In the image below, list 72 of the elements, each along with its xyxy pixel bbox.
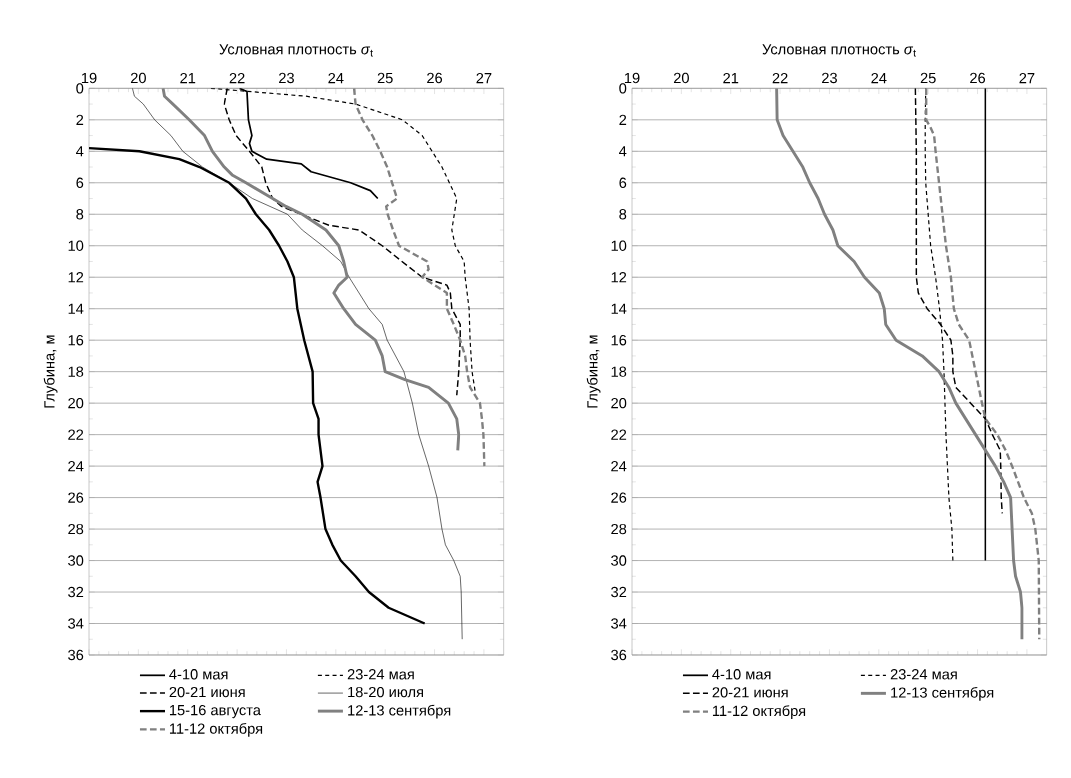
y-tick-label: 8 [76, 209, 84, 220]
x-tick-label: 25 [920, 72, 936, 84]
y-tick-label: 16 [68, 335, 84, 346]
y-tick-label: 26 [611, 492, 627, 503]
y-tick-label: 36 [611, 649, 627, 661]
legend-label: 4-10 мая [712, 669, 771, 680]
x-tick-label: 19 [624, 72, 640, 84]
y-tick-label: 24 [68, 461, 84, 472]
legend-label: 23-24 мая [890, 669, 957, 680]
x-tick-label: 24 [328, 72, 344, 84]
y-tick-label: 10 [611, 240, 627, 251]
y-tick-label: 4 [76, 146, 84, 157]
y-tick-label: 18 [68, 366, 84, 377]
legend-label: 12-13 сентября [348, 704, 451, 719]
y-tick-label: 22 [611, 429, 627, 440]
legend-label: 20-21 июня [169, 686, 245, 698]
y-tick-label: 6 [76, 177, 84, 188]
legend-label: 4-10 мая [169, 669, 228, 680]
y-tick-label: 24 [611, 461, 627, 472]
y-axis-title: Глубина, м [43, 335, 58, 408]
y-tick-label: 32 [611, 586, 627, 598]
y-tick-label: 28 [611, 523, 627, 535]
x-tick-label: 26 [427, 72, 443, 84]
y-tick-label: 32 [68, 586, 84, 598]
x-tick-label: 21 [180, 72, 196, 84]
legend-label: 11-12 октября [169, 722, 263, 737]
y-tick-label: 10 [68, 240, 84, 251]
y-tick-label: 14 [68, 303, 84, 314]
x-tick-label: 23 [279, 72, 294, 84]
x-tick-label: 27 [1019, 72, 1035, 84]
legend-label: 23-24 мая [347, 669, 414, 680]
y-axis-title: Глубина, м [586, 335, 601, 408]
x-tick-label: 22 [772, 72, 788, 84]
y-tick-label: 22 [68, 429, 84, 440]
y-tick-label: 20 [611, 397, 627, 409]
x-tick-label: 26 [970, 72, 986, 84]
y-tick-label: 34 [611, 618, 627, 629]
y-tick-label: 16 [611, 335, 627, 346]
y-tick-label: 28 [68, 523, 84, 535]
y-tick-label: 2 [619, 114, 627, 125]
y-tick-label: 8 [619, 209, 627, 220]
legend-label: 20-21 июня [712, 687, 788, 698]
y-tick-label: 6 [619, 177, 627, 188]
x-axis-title: Условная плотность σ$_{t}$ [219, 44, 373, 57]
x-tick-label: 20 [130, 72, 146, 84]
y-tick-label: 0 [76, 83, 84, 94]
legend-label: 15-16 августа [169, 704, 261, 719]
x-tick-label: 20 [673, 72, 689, 84]
y-tick-label: 34 [68, 618, 84, 629]
y-tick-label: 12 [611, 272, 627, 283]
legend-label: 11-12 октября [712, 705, 806, 719]
x-tick-label: 23 [822, 72, 837, 84]
x-axis-title: Условная плотность σ$_{t}$ [762, 44, 916, 57]
y-tick-label: 20 [68, 397, 84, 409]
y-tick-label: 4 [619, 146, 627, 157]
y-tick-label: 36 [68, 649, 84, 661]
legend-label: 18-20 июля [348, 686, 423, 698]
y-tick-label: 12 [68, 272, 84, 283]
x-tick-label: 22 [229, 72, 245, 84]
y-tick-label: 14 [611, 303, 627, 314]
legend-label: 12-13 сентября [891, 686, 994, 701]
y-tick-label: 30 [68, 555, 84, 566]
x-tick-label: 24 [871, 72, 887, 84]
y-tick-label: 0 [619, 83, 627, 94]
x-tick-label: 19 [81, 72, 97, 84]
x-tick-label: 27 [476, 72, 492, 84]
x-tick-label: 21 [723, 72, 739, 84]
y-tick-label: 30 [611, 555, 627, 566]
y-tick-label: 26 [68, 492, 84, 503]
y-tick-label: 2 [76, 114, 84, 125]
y-tick-label: 18 [611, 366, 627, 377]
x-tick-label: 25 [377, 72, 393, 84]
